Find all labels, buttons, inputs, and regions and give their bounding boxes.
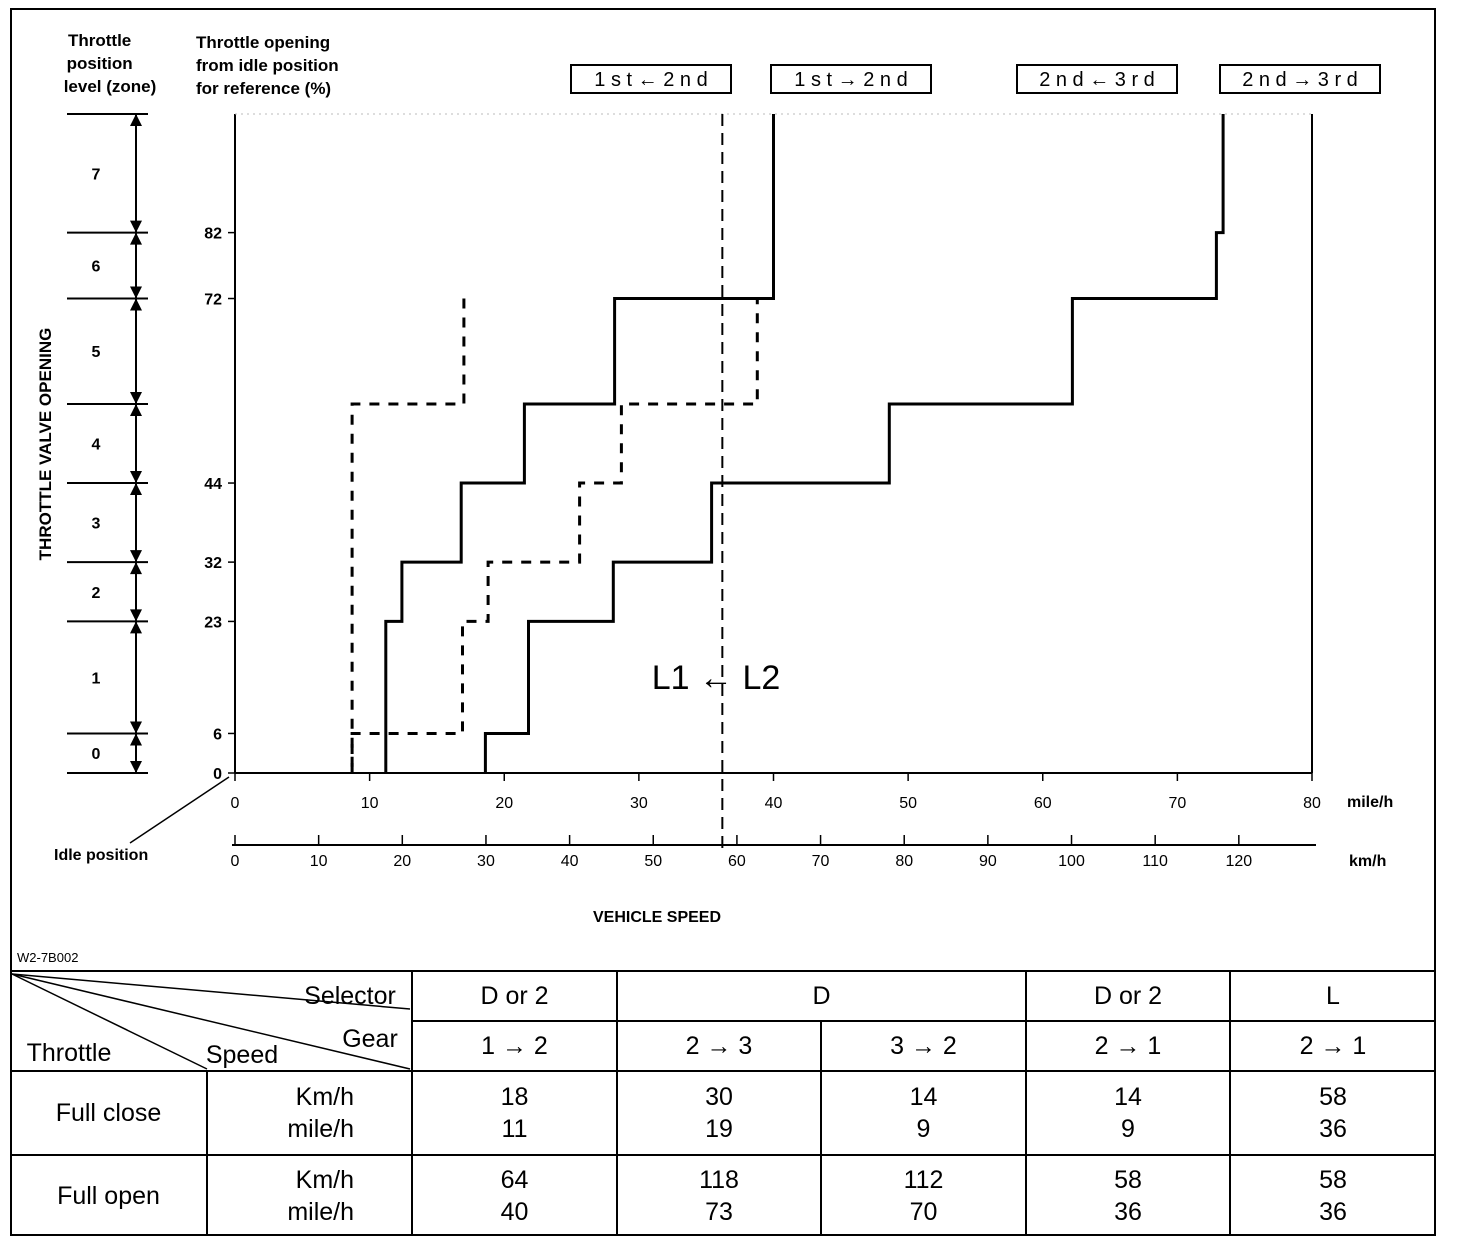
- zone-header: Throttle position level (zone): [64, 31, 157, 96]
- y-tick-labels: 0 6 23 32 44 72 82: [204, 226, 235, 783]
- x-tick-label-kmh: 50: [644, 853, 662, 870]
- series-line-2: [384, 114, 775, 773]
- figure-frame: [10, 8, 1436, 1236]
- series-line-3: [350, 298, 466, 773]
- y-tick-label: 6: [213, 726, 222, 743]
- zone-label: 3: [92, 516, 101, 533]
- x-tick-label-mph: 0: [231, 795, 240, 812]
- zone-label: 5: [92, 344, 101, 361]
- zone-header-line3: level (zone): [64, 77, 157, 96]
- zone-arrow: [130, 471, 142, 484]
- x-tick-label-kmh: 30: [477, 853, 495, 870]
- x-unit-kmh: km/h: [1349, 853, 1386, 870]
- zone-header-line2: position: [67, 54, 133, 73]
- y-tick-label: 82: [204, 226, 222, 243]
- legend-box: [570, 64, 732, 94]
- series-line-4: [483, 114, 1225, 773]
- legend-label: 2 n d → 3 r d: [1242, 69, 1358, 91]
- figure-code: W2-7B002: [17, 950, 78, 965]
- x-tick-label-kmh: 10: [310, 853, 328, 870]
- x-tick-label-mph: 70: [1168, 795, 1186, 812]
- opening-header-line1: Throttle opening: [196, 33, 330, 52]
- y-tick-label: 32: [204, 555, 222, 572]
- x-tick-label-mph: 20: [495, 795, 513, 812]
- shift-table-grid: [10, 970, 1436, 1236]
- zone-label: 7: [92, 166, 101, 183]
- zone-header-line1: Throttle: [68, 31, 131, 50]
- x-axis-label: VEHICLE SPEED: [593, 909, 721, 926]
- y-tick-label: 72: [204, 292, 222, 309]
- series-line-1: [350, 297, 759, 773]
- zone-arrow: [130, 761, 142, 773]
- opening-header-line3: for reference (%): [196, 79, 331, 98]
- x-tick-label-mph: 40: [765, 795, 783, 812]
- zone-arrow: [130, 483, 142, 496]
- zone-arrow: [130, 286, 142, 299]
- zone-arrow: [130, 562, 142, 575]
- zone-scale: 0 1 2 3 4 5 6 7: [67, 113, 148, 774]
- zone-arrow: [130, 298, 142, 311]
- zone-label: 6: [92, 259, 101, 276]
- y-tick-label: 23: [204, 614, 222, 631]
- legend-box: [770, 64, 932, 94]
- zone-label: 0: [92, 746, 101, 763]
- y-axis-label: THROTTLE VALVE OPENING: [36, 328, 55, 561]
- x-tick-label-mph: 60: [1034, 795, 1052, 812]
- idle-label: Idle position: [54, 847, 148, 864]
- legend-label: 1 s t ← 2 n d: [594, 69, 707, 91]
- x-tick-label-mph: 30: [630, 795, 648, 812]
- legend-label: 1 s t → 2 n d: [794, 69, 907, 91]
- zone-arrow: [130, 403, 142, 416]
- zone-arrow: [130, 721, 142, 734]
- zone-arrow: [130, 733, 142, 746]
- x-tick-label-mph: 80: [1303, 795, 1321, 812]
- zone-arrow: [130, 391, 142, 404]
- x-tick-label-kmh: 70: [812, 853, 830, 870]
- x-tick-label-mph: 10: [361, 795, 379, 812]
- x-tick-label-kmh: 110: [1142, 853, 1168, 870]
- zone-arrow: [130, 232, 142, 245]
- x-tick-label-kmh: 40: [561, 853, 579, 870]
- zone-arrow: [130, 621, 142, 634]
- opening-header-line2: from idle position: [196, 56, 339, 75]
- y-tick-label: 0: [213, 766, 222, 783]
- zone-arrow: [130, 220, 142, 233]
- zone-label: 1: [92, 670, 101, 687]
- l1-l2-annotation: L1 ← L2: [652, 659, 781, 697]
- x-ticks-kmh: 0 10 20 30 40 50 60 70 80 90 100 110 120: [231, 835, 1252, 870]
- x-tick-label-kmh: 120: [1225, 853, 1252, 870]
- x-ticks-mph: 0 10 20 30 40 50 60 70 80: [231, 773, 1321, 812]
- gear-legend: 1 s t ← 2 n d 1 s t → 2 n d 2 n d ← 3 r d 2…: [570, 64, 1381, 94]
- zone-arrow: [130, 609, 142, 622]
- legend-label: 2 n d ← 3 r d: [1039, 69, 1155, 91]
- x-tick-label-mph: 50: [899, 795, 917, 812]
- zone-arrow: [130, 550, 142, 563]
- legend-box: [1219, 64, 1381, 94]
- x-tick-label-kmh: 80: [895, 853, 913, 870]
- zone-label: 4: [92, 437, 101, 454]
- x-tick-label-kmh: 0: [231, 853, 240, 870]
- x-tick-label-kmh: 60: [728, 853, 746, 870]
- opening-header: Throttle opening from idle position for …: [196, 33, 343, 98]
- x-unit-mph: mile/h: [1347, 794, 1393, 811]
- zone-label: 2: [92, 585, 101, 602]
- y-tick-label: 44: [204, 476, 222, 493]
- legend-box: [1016, 64, 1178, 94]
- series-layer: [350, 114, 1225, 773]
- idle-pointer: [129, 776, 230, 844]
- zone-arrow: [130, 114, 142, 126]
- x-tick-label-kmh: 90: [979, 853, 997, 870]
- x-tick-label-kmh: 20: [393, 853, 411, 870]
- x-tick-label-kmh: 100: [1058, 853, 1085, 870]
